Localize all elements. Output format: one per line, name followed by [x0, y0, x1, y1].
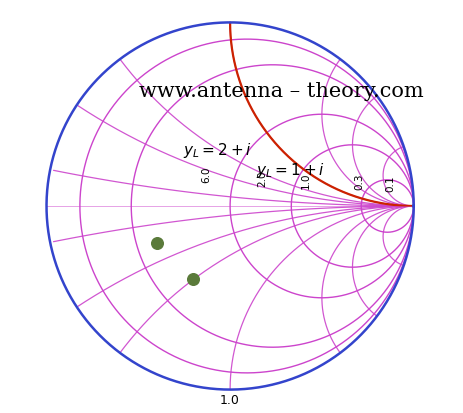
Text: 0.1: 0.1	[386, 176, 396, 192]
Point	[153, 240, 160, 247]
Text: $y_L = 1 + i$: $y_L = 1 + i$	[256, 160, 325, 179]
Text: 0.3: 0.3	[355, 173, 364, 190]
Text: 6.0: 6.0	[201, 166, 211, 183]
Text: www.antenna – theory.com: www.antenna – theory.com	[139, 82, 424, 101]
Text: $y_L = 2 + i$: $y_L = 2 + i$	[183, 140, 252, 159]
Text: 1.0: 1.0	[300, 172, 310, 188]
Text: 2.0: 2.0	[257, 170, 267, 186]
Point	[190, 276, 197, 283]
Text: 1.0: 1.0	[220, 393, 240, 406]
